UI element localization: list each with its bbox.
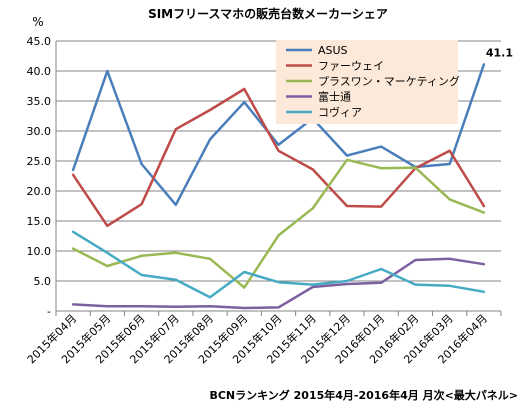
source-note: BCNランキング 2015年4月-2016年4月 月次<最大パネル> (209, 388, 518, 402)
y-tick-label: 20.0 (27, 185, 52, 198)
chart-title: SIMフリースマホの販売台数メーカーシェア (148, 6, 388, 21)
y-tick-label: 5.0 (34, 275, 52, 288)
legend-label: ファーウェイ (318, 60, 384, 73)
legend-label: ASUS (318, 44, 348, 57)
legend-label: 富士通 (318, 90, 351, 104)
axes (55, 41, 502, 316)
data-label: 41.1 (486, 46, 513, 59)
series-line (71, 230, 486, 299)
y-tick-label: 25.0 (27, 155, 52, 168)
y-tick-label: - (47, 305, 51, 318)
series-line (71, 257, 486, 310)
y-axis-ticks: - 5.0 10.0 15.0 20.0 25.0 30.0 35.0 40.0 45.0 (27, 35, 52, 318)
x-axis-ticks: 2015年04月2015年05月2015年06月2015年07月2015年08月… (24, 311, 490, 366)
series-lines (71, 63, 486, 310)
annotations: 41.1 (486, 46, 513, 59)
legend-label: コヴィア (318, 105, 362, 119)
y-tick-label: 15.0 (27, 215, 52, 228)
y-axis-unit: % (32, 15, 43, 29)
y-tick-label: 45.0 (27, 35, 52, 48)
legend-label: プラスワン・マーケティング (318, 74, 460, 88)
y-tick-label: 10.0 (27, 245, 52, 258)
y-tick-label: 30.0 (27, 125, 52, 138)
series-line (71, 158, 486, 289)
y-tick-label: 40.0 (27, 65, 52, 78)
y-tick-label: 35.0 (27, 95, 52, 108)
